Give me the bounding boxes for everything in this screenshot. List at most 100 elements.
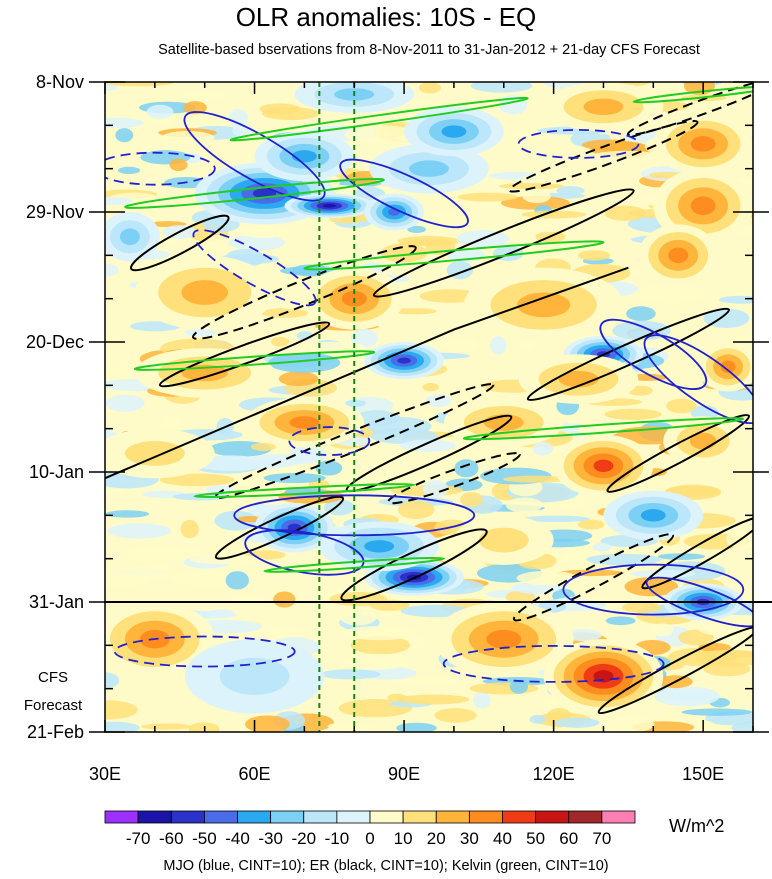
colorbar-swatch	[502, 810, 537, 824]
forecast-label-line1: CFS	[38, 669, 68, 686]
heat-patch	[105, 197, 134, 206]
heat-patch	[342, 653, 411, 670]
heat-blob	[690, 196, 716, 216]
heat-patch	[146, 545, 204, 560]
heat-patch	[422, 480, 449, 498]
heat-patch	[160, 414, 184, 431]
heat-blob	[289, 416, 320, 429]
heat-blob	[322, 204, 336, 208]
heat-patch	[470, 82, 533, 93]
heat-patch	[703, 308, 750, 329]
heat-patch	[418, 82, 442, 94]
contour-line	[641, 515, 753, 590]
contour-line	[288, 426, 371, 456]
heat-blob	[181, 280, 228, 305]
heat-patch	[605, 616, 636, 626]
chart-subtitle: Satellite-based bservations from 8-Nov-2…	[158, 42, 700, 58]
x-tick-label: 60E	[239, 764, 271, 784]
colorbar-label: 70	[592, 829, 611, 848]
heat-patch	[262, 107, 320, 121]
heat-blob	[558, 370, 599, 388]
heat-blob	[478, 527, 529, 553]
contour-line	[214, 495, 345, 560]
heat-patch	[678, 629, 714, 646]
heat-patch	[663, 692, 716, 702]
heat-patch	[630, 569, 696, 578]
heat-patch	[400, 439, 456, 452]
heat-patch	[146, 104, 174, 119]
heat-patch	[327, 721, 376, 731]
contour-line	[192, 245, 417, 340]
heat-patch	[490, 336, 507, 355]
heat-patch	[268, 352, 341, 373]
heat-patch	[141, 723, 192, 730]
contour-line	[442, 645, 665, 683]
heat-patch	[117, 166, 141, 174]
heat-patch	[473, 692, 491, 709]
heat-patch	[106, 566, 176, 580]
heat-blob	[219, 657, 290, 695]
heat-patch	[195, 455, 267, 471]
heat-patch	[239, 224, 289, 239]
y-tick-label: 29-Nov	[26, 202, 84, 222]
contour-line	[526, 307, 730, 402]
heat-blob	[640, 509, 666, 522]
heat-patch	[343, 625, 417, 641]
heat-patch	[425, 394, 452, 408]
contour-line	[512, 533, 675, 622]
contour-line	[340, 528, 488, 602]
heat-patch	[263, 472, 326, 484]
contour-legend: MJO (blue, CINT=10); ER (black, CINT=10)…	[163, 858, 609, 874]
heat-patch	[339, 607, 377, 626]
colorbar-units: W/m^2	[669, 816, 725, 836]
heat-patch	[650, 623, 674, 637]
heat-patch	[315, 460, 343, 476]
colorbar-swatch	[369, 810, 404, 824]
contour-line	[462, 417, 745, 441]
heat-patch	[505, 497, 543, 513]
heat-patch	[505, 590, 536, 605]
heat-patch	[532, 441, 554, 456]
colorbar-label: -70	[126, 829, 151, 848]
heat-blob	[364, 540, 395, 553]
heat-patch	[350, 328, 378, 348]
heat-patch	[434, 708, 477, 723]
heat-blob	[441, 125, 467, 138]
er-contour-sweep	[105, 266, 629, 480]
y-tick-label: 10-Jan	[29, 462, 84, 482]
heat-patch	[214, 510, 258, 531]
x-tick-label: 120E	[533, 764, 575, 784]
heat-patch	[439, 337, 480, 352]
heat-patch	[105, 192, 163, 211]
heat-patch	[718, 295, 753, 304]
colorbar-label: -60	[159, 829, 184, 848]
contour-line	[345, 414, 513, 493]
y-axis: 8-Nov 29-Nov 20-Dec 10-Jan 31-Jan 21-Feb	[26, 72, 769, 742]
heat-patch	[657, 553, 706, 560]
heat-patch	[454, 459, 479, 478]
heat-patch	[564, 629, 602, 642]
heat-patch	[604, 408, 662, 420]
contour-line	[606, 414, 750, 493]
heat-patch	[522, 515, 590, 523]
heat-patch	[354, 410, 401, 427]
colorbar-swatch	[535, 810, 570, 824]
heat-patch	[180, 519, 199, 539]
y-tick-label: 21-Feb	[27, 722, 84, 742]
contour-line	[192, 229, 317, 307]
contour-line	[193, 483, 416, 499]
heat-patch	[529, 714, 547, 724]
colorbar-swatch	[601, 810, 636, 824]
heat-blob	[486, 629, 522, 649]
contour-line	[599, 318, 708, 390]
heat-patch	[602, 715, 655, 732]
colorbar-swatch	[568, 810, 603, 824]
heat-patch	[414, 209, 469, 228]
heat-patch	[457, 192, 518, 202]
x-tick-label: 30E	[89, 764, 121, 784]
heat-patch	[105, 510, 150, 518]
heat-patch	[105, 672, 120, 689]
colorbar-swatch	[104, 810, 139, 824]
chart-title: OLR anomalies: 10S - EQ	[235, 2, 537, 32]
heat-patch	[184, 328, 217, 337]
